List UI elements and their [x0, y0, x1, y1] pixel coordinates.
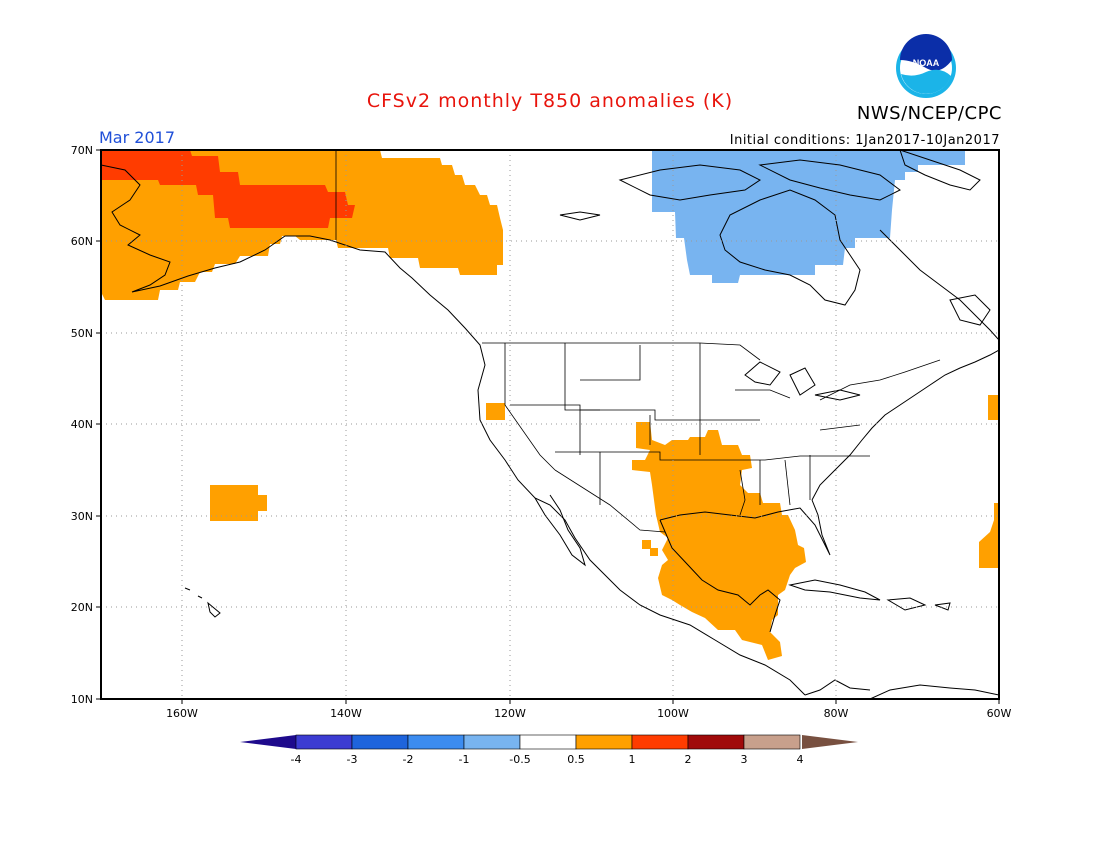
tick-marks	[96, 149, 1000, 704]
colorbar-swatch	[295, 734, 353, 750]
colorbar: -4 -3 -2 -1 -0.5 0.5 1 2 3 4	[240, 734, 858, 766]
colorbar-label: -4	[291, 753, 302, 766]
colorbar-swatch	[743, 734, 801, 750]
organization-label: NWS/NCEP/CPC	[856, 103, 1002, 124]
colorbar-label: 4	[797, 753, 804, 766]
colorbar-swatch	[575, 734, 633, 750]
colorbar-swatch	[519, 734, 577, 750]
lon-tick-label: 160W	[166, 707, 198, 720]
anomaly-region-atlantic-warm-south	[979, 503, 999, 568]
lon-tick-label: 60W	[987, 707, 1012, 720]
lat-tick-label: 20N	[71, 601, 93, 614]
colorbar-label: 2	[685, 753, 692, 766]
colorbar-arrow-high	[802, 735, 858, 749]
noaa-logo: NOAA	[896, 34, 956, 98]
anomaly-region-atlantic-warm	[988, 395, 999, 420]
lon-tick-labels: 160W 140W 120W 100W 80W 60W	[166, 707, 1011, 720]
colorbar-label: -2	[403, 753, 414, 766]
colorbar-swatch	[407, 734, 465, 750]
anomaly-region-texas-mexico-warm	[632, 422, 806, 660]
colorbar-swatch	[631, 734, 689, 750]
initial-conditions-label: Initial conditions: 1Jan2017-10Jan2017	[729, 133, 1000, 148]
anomaly-region-alaska-strong-warm	[101, 150, 355, 228]
lon-tick-label: 80W	[824, 707, 849, 720]
anomaly-region-hudson-cold	[652, 150, 965, 283]
colorbar-label: 0.5	[567, 753, 585, 766]
colorbar-label: 3	[741, 753, 748, 766]
political-borders	[335, 150, 941, 533]
anomaly-shading	[101, 150, 999, 660]
colorbar-swatch	[351, 734, 409, 750]
lat-tick-labels: 10N 20N 30N 40N 50N 60N 70N	[71, 144, 93, 706]
colorbar-swatch	[463, 734, 521, 750]
lat-tick-label: 10N	[71, 693, 93, 706]
lon-tick-label: 140W	[330, 707, 362, 720]
colorbar-label: -1	[459, 753, 470, 766]
lat-tick-label: 50N	[71, 327, 93, 340]
anomaly-patch	[650, 548, 658, 556]
anomaly-region-oregon-warm	[486, 403, 505, 420]
colorbar-label: -0.5	[509, 753, 530, 766]
lat-tick-label: 30N	[71, 510, 93, 523]
lon-tick-label: 100W	[657, 707, 689, 720]
lat-tick-label: 70N	[71, 144, 93, 157]
anomaly-patch	[642, 540, 651, 549]
lat-tick-label: 60N	[71, 235, 93, 248]
noaa-logo-text: NOAA	[913, 58, 940, 68]
colorbar-label: -3	[347, 753, 358, 766]
lat-tick-label: 40N	[71, 418, 93, 431]
period-label: Mar 2017	[99, 128, 175, 147]
colorbar-arrow-low	[240, 735, 296, 749]
colorbar-swatch	[687, 734, 745, 750]
colorbar-label: 1	[629, 753, 636, 766]
anomaly-region-hawaii-warm	[210, 485, 267, 521]
lon-tick-label: 120W	[494, 707, 526, 720]
coastlines	[101, 150, 999, 699]
map-title: CFSv2 monthly T850 anomalies (K)	[366, 90, 734, 112]
